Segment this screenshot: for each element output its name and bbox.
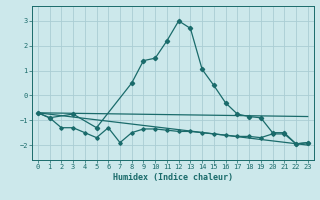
X-axis label: Humidex (Indice chaleur): Humidex (Indice chaleur) xyxy=(113,173,233,182)
